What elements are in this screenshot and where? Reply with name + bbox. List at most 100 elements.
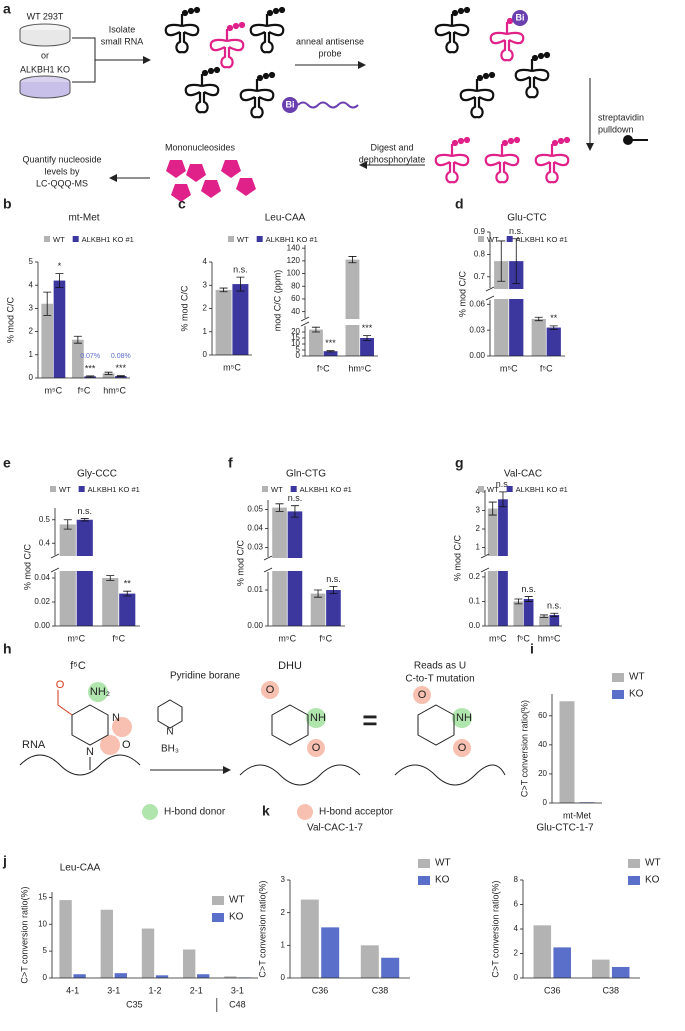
y-tick-label: 4	[203, 257, 208, 266]
y-tick-label: 60	[538, 711, 547, 720]
legend-label: WT	[59, 485, 71, 494]
error-bar	[86, 375, 95, 378]
y-tick-label: 4	[29, 280, 34, 289]
y-tick-label: 0	[281, 973, 286, 982]
bar	[119, 593, 136, 626]
y-tick-label: 5	[296, 345, 301, 354]
bar	[381, 957, 400, 978]
y-tick-label: 0.00	[247, 621, 263, 630]
bar	[73, 974, 86, 978]
legend-swatch	[506, 486, 513, 492]
y-tick-label: 5	[29, 257, 34, 266]
error-bar	[540, 614, 549, 618]
axis-break	[52, 556, 143, 571]
bar	[59, 524, 76, 626]
arrow	[72, 37, 150, 83]
y-axis-label: % mod C/C	[22, 543, 32, 590]
bar	[360, 338, 374, 356]
y-tick-label: 15	[38, 892, 47, 901]
rna-strand	[19, 754, 141, 776]
y-tick-label: 2	[514, 949, 519, 958]
label: anneal antisense	[296, 36, 364, 46]
donor-marker	[452, 708, 472, 728]
error-bar	[106, 575, 115, 581]
x-tick-label: 3-1	[107, 985, 120, 995]
y-tick-label: 0.00	[469, 351, 485, 360]
legend-label: H-bond donor	[164, 807, 226, 818]
bar	[539, 616, 549, 626]
y-axis-label: C>T conversion ratio(%)	[519, 700, 529, 797]
label: small RNA	[101, 36, 144, 46]
error-bar	[275, 503, 284, 512]
bar	[592, 959, 610, 978]
label: Mononucleosides	[165, 142, 236, 152]
bar	[323, 351, 338, 356]
error-bar	[498, 491, 507, 508]
error-bar	[290, 505, 299, 518]
y-axis-label: % mod C/C	[452, 534, 462, 581]
bar	[114, 376, 127, 378]
x-tick-label: f⁵C	[317, 363, 330, 373]
acceptor-marker	[261, 681, 279, 699]
legend-swatch	[212, 896, 224, 905]
legend-swatch	[212, 913, 224, 922]
bar-chart: 0 1 2 3 C36 C38 C>T conversion ratio(%) Val-CAC…	[257, 823, 450, 996]
bar	[300, 899, 319, 978]
y-tick-label: 0.04	[247, 524, 263, 533]
x-tick-label: 1-2	[148, 985, 161, 995]
label: or	[41, 50, 49, 60]
y-tick-label: 120	[287, 256, 301, 265]
label: =	[362, 705, 377, 735]
aldehyde	[57, 690, 73, 716]
biotin	[512, 10, 528, 26]
y-axis-label: % mod C/C	[5, 296, 15, 343]
bar	[197, 974, 210, 978]
y-tick-label: 3	[203, 280, 208, 289]
panel-a: WT 293T or ALKBH1 KO Isolate small RNA a…	[19, 6, 668, 202]
y-tick-label: 2	[203, 304, 208, 313]
label: Bi	[516, 12, 525, 22]
legend-swatch	[612, 673, 624, 682]
y-tick-label: 0.06	[469, 299, 485, 308]
error-bar	[80, 518, 89, 522]
error-bar	[104, 371, 113, 375]
annotation: n.s.	[509, 226, 524, 236]
legend-label: ALKBH1 KO #1	[300, 485, 352, 494]
legend-label: ALKBH1 KO #1	[516, 485, 568, 494]
legend-swatch	[418, 876, 430, 885]
y-tick-label: 2	[29, 327, 34, 336]
label: DHU	[278, 660, 302, 672]
x-tick-label: m⁵C	[500, 363, 518, 373]
x-tick-label: f⁵C	[517, 633, 530, 643]
y-tick-label: 0.00	[34, 621, 50, 630]
bar	[345, 259, 360, 356]
ring	[157, 699, 183, 729]
y-tick-label: 0.9	[474, 227, 486, 236]
ring	[271, 704, 309, 746]
x-tick-label: 4-1	[66, 985, 79, 995]
y-tick-label: 0.7	[474, 272, 486, 281]
bar	[546, 327, 561, 356]
bar	[523, 599, 534, 626]
label: Reads as U	[414, 661, 466, 672]
error-bar	[348, 256, 357, 264]
label: O	[122, 739, 131, 751]
legend-swatch	[142, 804, 158, 820]
chart-title: Glu-CTC-1-7	[536, 823, 594, 834]
dish	[19, 30, 71, 47]
y-tick-label: 0	[203, 350, 208, 359]
bar-chart: 0 2 4 6 8 C36 C38 C>T conversion ratio(%) Glu-CT…	[490, 823, 660, 996]
x-tick-label: hm⁵C	[538, 633, 561, 643]
y-tick-label: 0	[543, 798, 548, 807]
y-tick-label: 20	[291, 327, 300, 336]
bar	[553, 947, 571, 978]
y-tick-label: 0.02	[34, 597, 50, 606]
chart-title: Leu-CAA	[265, 213, 306, 224]
annotation: **	[124, 579, 132, 589]
bar	[611, 966, 630, 978]
bar	[155, 975, 169, 978]
label: O	[266, 684, 275, 696]
y-tick-label: 0.05	[247, 505, 263, 514]
label: O	[312, 742, 321, 754]
